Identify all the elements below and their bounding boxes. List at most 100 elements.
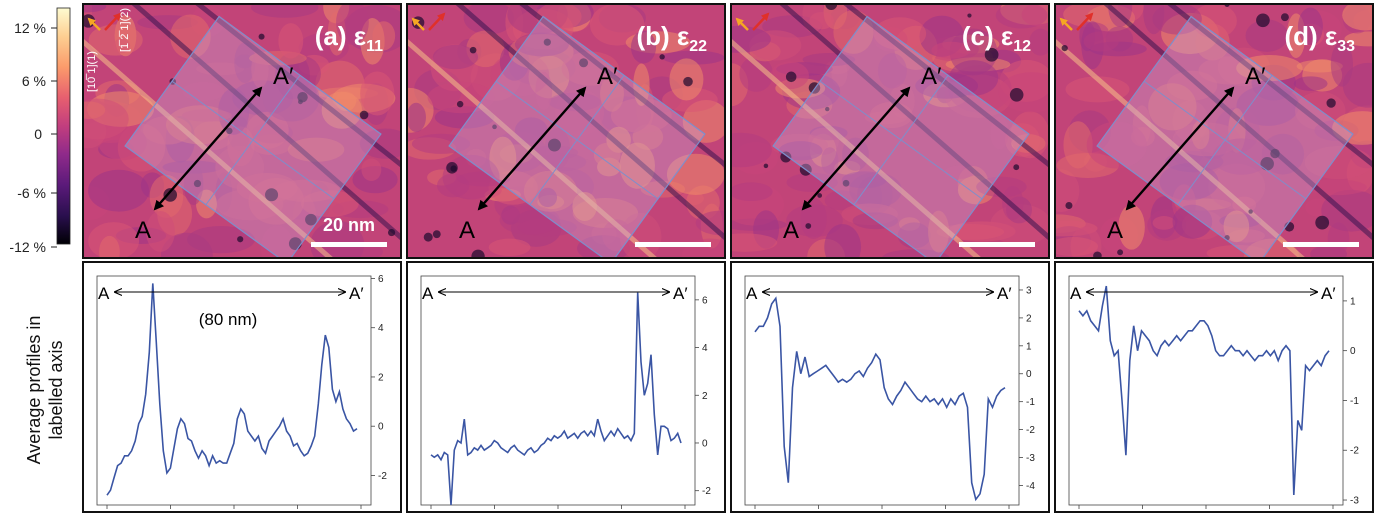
strain-dark-spot	[471, 249, 485, 258]
strain-defect-band	[518, 4, 725, 168]
strain-dark-spot	[1326, 98, 1336, 108]
scale-bar-label: 20 nm	[323, 215, 375, 235]
strain-texture-patch	[739, 56, 774, 92]
scale-bar	[1283, 242, 1359, 247]
profile-double-arrow	[1125, 86, 1235, 211]
strain-texture-patch	[170, 14, 211, 59]
panel-title-symbol: ε	[354, 21, 366, 51]
strain-texture-patch	[1118, 204, 1145, 250]
profile-label-a: A	[98, 284, 110, 303]
strain-dark-spot	[763, 163, 769, 169]
direction-1-arrow	[735, 17, 749, 31]
strain-map-content: A A′ [10̅ 1](1) [1̅ 2̅ 1](2) (a) ε11 20 nm	[83, 4, 401, 258]
map-label-a-prime: A′	[597, 63, 618, 90]
strain-texture-patch	[407, 102, 426, 132]
strain-dark-spot	[359, 110, 369, 120]
strain-texture-patch	[731, 25, 771, 53]
panel-title-symbol: ε	[677, 21, 689, 51]
strain-texture-patch	[1055, 237, 1099, 257]
strain-dark-spot	[387, 228, 396, 237]
y-tick-label: -2	[1026, 425, 1035, 436]
strain-dark-spot	[469, 46, 477, 54]
y-tick-label: -4	[1026, 481, 1035, 492]
strain-dark-spot	[237, 236, 244, 243]
strain-texture-patch	[361, 158, 382, 181]
strain-map-content: A A′ (b) ε22	[407, 4, 725, 258]
y-tick-label: -1	[1026, 397, 1035, 408]
panel-title-subscript: 33	[1337, 38, 1355, 55]
panel-title-subscript: 22	[689, 38, 707, 55]
strain-texture-patch	[488, 238, 531, 257]
strain-map-content: A A′ (c) ε12	[731, 4, 1049, 258]
strain-texture-patch	[88, 169, 150, 212]
y-tick-label: -2	[378, 471, 387, 482]
strain-defect-band	[778, 4, 1049, 241]
y-tick-label: 1	[1350, 296, 1356, 307]
profile-line	[754, 296, 1006, 502]
strain-texture-patch	[359, 128, 401, 159]
panel-title-label: (b)	[636, 21, 676, 51]
strain-map: A A′ (d) ε33	[1054, 3, 1374, 259]
strain-dark-spot	[1093, 251, 1102, 258]
strain-texture-patch	[1223, 210, 1250, 243]
strain-dark-spot	[984, 47, 999, 62]
colorbar-tick-label: 12 %	[14, 20, 46, 36]
strain-texture-patch	[372, 21, 396, 51]
y-tick-label: 0	[1350, 346, 1356, 357]
strain-texture-patch	[662, 50, 725, 65]
panel-title: (d) ε33	[1284, 21, 1355, 55]
strain-texture-patch	[1029, 28, 1049, 56]
strain-dark-spot	[967, 13, 972, 18]
scale-bar	[311, 242, 387, 247]
panel-title: (c) ε12	[962, 21, 1031, 55]
strain-dark-spot	[297, 91, 308, 103]
profile-label-a: A	[746, 284, 758, 303]
strain-texture-patch	[1342, 62, 1373, 108]
map-label-a: A	[1107, 217, 1123, 244]
panel-title-symbol: ε	[1325, 21, 1337, 51]
profile-label-a-prime: A′	[349, 284, 364, 303]
strain-defect-band	[454, 4, 725, 241]
strain-dark-spot	[265, 188, 279, 202]
strain-texture-patch	[234, 42, 256, 84]
profile-label-a-prime: A′	[1321, 284, 1336, 303]
strain-texture-patch	[1293, 76, 1328, 91]
strain-texture-patch	[278, 23, 304, 59]
strain-texture-patch	[1332, 111, 1373, 145]
strain-texture-patch	[88, 24, 143, 56]
strain-texture-patch	[145, 211, 175, 252]
profile-plot-frame	[82, 261, 402, 513]
strain-texture-patch	[944, 165, 974, 179]
strain-dark-spot	[683, 76, 693, 87]
strain-map: A A′ (c) ε12	[730, 3, 1050, 259]
strain-texture-patch	[561, 51, 619, 86]
strain-dark-spot	[1065, 202, 1073, 210]
profile-length-label: (80 nm)	[199, 310, 258, 329]
strain-map-frame	[730, 3, 1050, 259]
colorbar-tick-label: 6 %	[22, 73, 46, 89]
strain-texture-patch	[1152, 4, 1202, 35]
strain-texture-patch	[800, 198, 827, 240]
strain-dark-spot	[446, 162, 458, 174]
strain-defect-band	[194, 4, 401, 168]
strain-texture-patch	[360, 71, 395, 116]
strain-texture-patch	[83, 101, 106, 119]
direction-1-arrow	[87, 17, 101, 31]
strain-texture-patch	[998, 72, 1049, 113]
profile-plot-frame	[406, 261, 726, 513]
y-tick-label: 0	[1026, 369, 1032, 380]
y-tick-label: 0	[378, 422, 384, 433]
strain-dark-spot	[579, 58, 589, 68]
panel-title-symbol: ε	[1001, 21, 1013, 51]
profile-double-arrow	[477, 86, 587, 211]
strain-dark-spot	[825, 4, 838, 11]
strain-dark-spot	[659, 54, 665, 60]
colorbar-scale	[56, 7, 71, 245]
y-tick-label: 6	[378, 274, 384, 285]
strain-texture-patch	[1055, 169, 1080, 213]
strain-texture-patch	[499, 205, 560, 235]
scale-bar	[959, 242, 1035, 247]
colorbar-tick-label: -6 %	[17, 185, 46, 201]
profile-label-a: A	[1070, 284, 1082, 303]
strain-texture-patch	[1297, 7, 1323, 46]
